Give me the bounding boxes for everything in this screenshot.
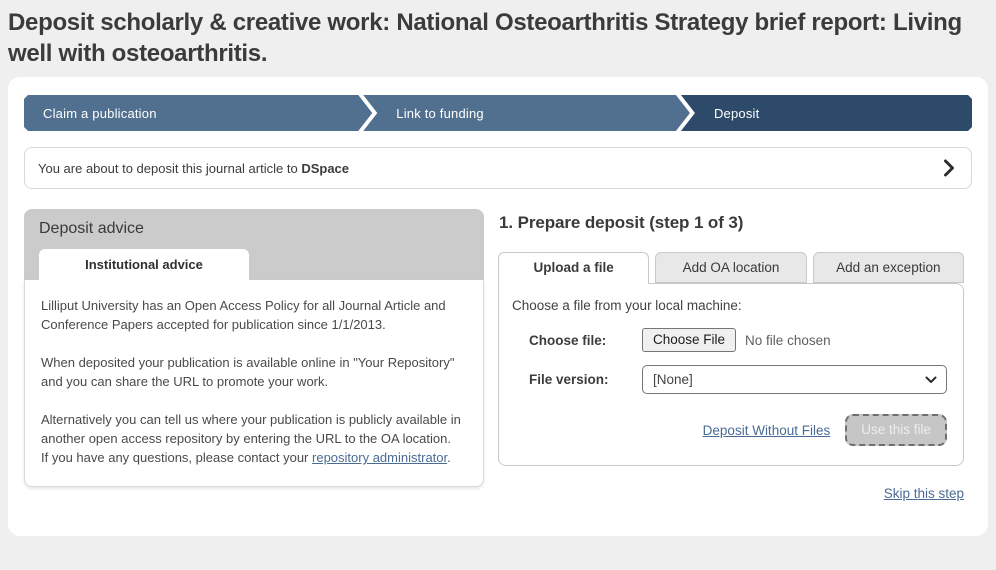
wizard-step-link-to-funding[interactable]: Link to funding [363,95,690,131]
tab-upload-a-file[interactable]: Upload a file [498,252,650,284]
wizard-step-label: Claim a publication [43,105,157,121]
tab-add-oa-location[interactable]: Add OA location [655,252,807,283]
file-version-label: File version: [529,372,609,387]
file-version-select[interactable]: [None] [642,365,947,394]
deposit-target-text: You are about to deposit this journal ar… [38,160,350,176]
use-this-file-button[interactable]: Use this file [845,414,947,446]
upload-intro-text: Choose a file from your local machine: [512,298,742,313]
deposit-advice-title: Deposit advice [39,220,144,237]
content-columns: Deposit advice Institutional advice Lill… [24,209,972,503]
deposit-target-name: DSpace [301,160,350,176]
prepare-deposit-section: 1. Prepare deposit (step 1 of 3) Upload … [498,209,972,503]
page-title: Deposit scholarly & creative work: Natio… [8,9,962,67]
deposit-advice-panel: Deposit advice Institutional advice Lill… [24,209,484,487]
deposit-without-files-link[interactable]: Deposit Without Files [702,422,831,438]
skip-step-row: Skip this step [498,485,964,503]
file-chosen-status: No file chosen [745,332,831,348]
deposit-advice-header: Deposit advice Institutional advice [24,209,484,280]
tab-institutional-advice[interactable]: Institutional advice [39,249,249,280]
upload-file-panel: Choose a file from your local machine: C… [498,283,964,466]
wizard-step-label: Link to funding [396,105,484,121]
deposit-advice-body: Lilliput University has an Open Access P… [24,280,484,487]
advice-paragraph: Alternatively you can tell us where your… [41,412,461,446]
chevron-right-icon[interactable] [943,159,955,177]
skip-this-step-link[interactable]: Skip this step [883,486,964,501]
wizard-step-claim-a-publication[interactable]: Claim a publication [24,95,372,131]
choose-file-label: Choose file: [529,332,607,348]
prepare-deposit-heading: 1. Prepare deposit (step 1 of 3) [499,213,744,232]
tab-add-an-exception[interactable]: Add an exception [812,252,964,283]
choose-file-row: Choose file: Choose File No file chosen [529,328,947,352]
advice-paragraph: When deposited your publication is avail… [41,355,455,389]
advice-paragraph: Lilliput University has an Open Access P… [41,298,446,332]
upload-actions: Deposit Without Files Use this file [512,414,947,446]
repository-administrator-link[interactable]: repository administrator [312,450,448,465]
file-version-row: File version: [None] [529,365,947,394]
wizard-step-deposit[interactable]: Deposit [681,95,972,131]
file-version-select-wrap: [None] [642,365,947,394]
prepare-deposit-tabs: Upload a file Add OA location Add an exc… [498,252,964,284]
wizard-step-label: Deposit [713,105,760,121]
wizard-steps: Claim a publication Link to funding Depo… [24,95,972,131]
main-card: Claim a publication Link to funding Depo… [8,77,988,536]
advice-contact-line: If you have any questions, please contac… [41,450,451,465]
deposit-target-bar[interactable]: You are about to deposit this journal ar… [24,147,972,189]
choose-file-button[interactable]: Choose File [642,328,737,352]
